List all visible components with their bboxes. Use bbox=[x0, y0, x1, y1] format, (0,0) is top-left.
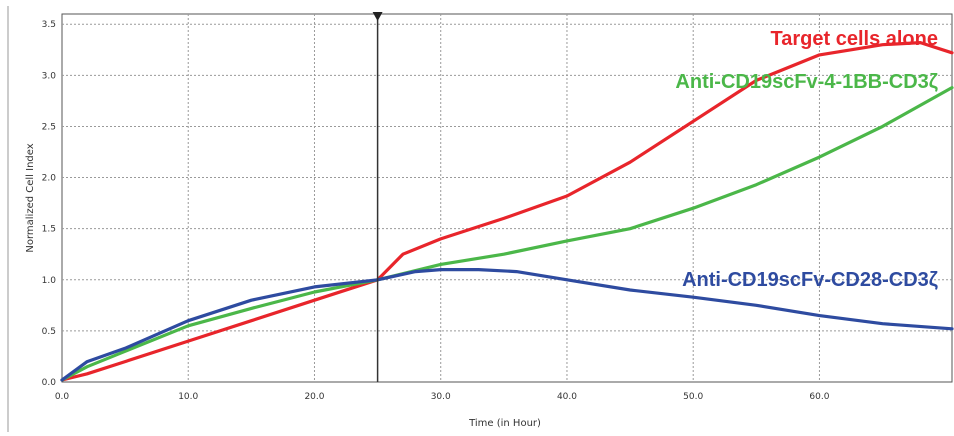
series-line-2 bbox=[60, 268, 954, 382]
x-axis-label: Time (in Hour) bbox=[468, 418, 541, 429]
x-tick-label: 20.0 bbox=[304, 392, 324, 402]
y-tick-label: 0.0 bbox=[42, 378, 57, 388]
legend-label-4-1bb: Anti-CD19scFv-4-1BB-CD3ζ bbox=[675, 71, 938, 93]
series-line-0 bbox=[60, 40, 954, 382]
y-axis-label: Normalized Cell Index bbox=[25, 143, 36, 252]
y-tick-label: 3.0 bbox=[42, 71, 57, 81]
series-line-1 bbox=[60, 85, 954, 382]
x-tick-label: 10.0 bbox=[178, 392, 198, 402]
x-tick-label: 40.0 bbox=[557, 392, 577, 402]
x-tick-label: 30.0 bbox=[431, 392, 451, 402]
y-tick-label: 0.5 bbox=[42, 327, 56, 337]
data-series bbox=[60, 40, 954, 382]
y-tick-label: 1.0 bbox=[42, 276, 57, 286]
x-tick-label: 50.0 bbox=[683, 392, 703, 402]
legend-label-cd28: Anti-CD19scFv-CD28-CD3ζ bbox=[682, 269, 938, 291]
axis-ticks: 0.0 0.5 1.0 1.5 2.0 2.5 3.0 3.5 0.0 10.0 20.0 30.0 4… bbox=[42, 20, 830, 402]
y-tick-label: 2.0 bbox=[42, 174, 57, 184]
legend-label-target-cells: Target cells alone bbox=[771, 28, 938, 50]
plot-frame bbox=[61, 13, 953, 383]
y-tick-label: 3.5 bbox=[42, 20, 56, 30]
y-tick-label: 2.5 bbox=[42, 122, 56, 132]
gridlines bbox=[62, 14, 952, 382]
x-tick-label: 60.0 bbox=[809, 392, 829, 402]
y-tick-label: 1.5 bbox=[42, 225, 56, 235]
time-marker-arrow-icon bbox=[372, 12, 383, 21]
x-tick-label: 0.0 bbox=[55, 392, 70, 402]
